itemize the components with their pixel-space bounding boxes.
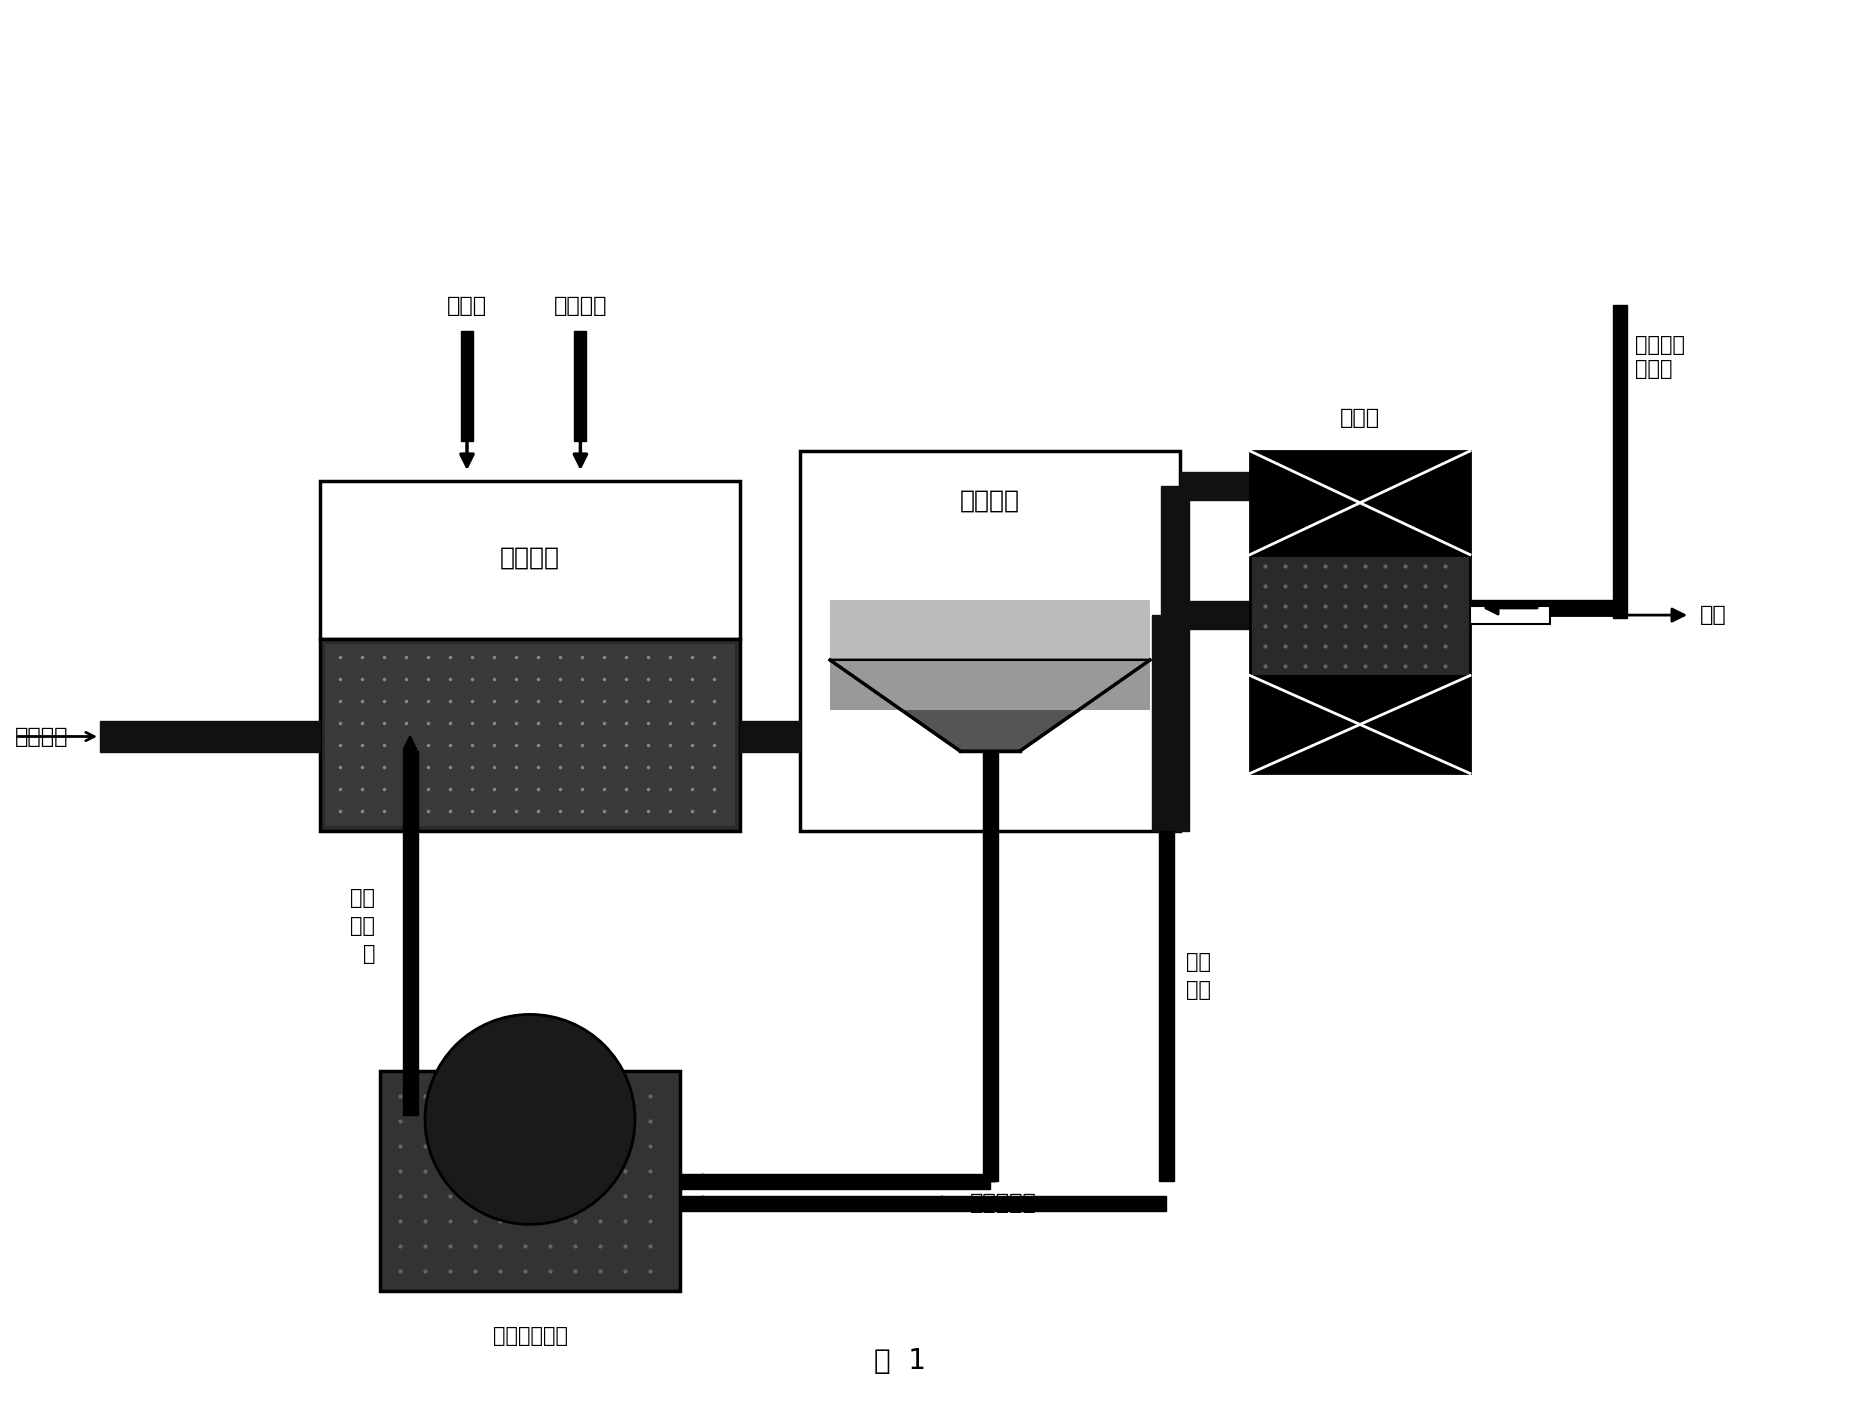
Bar xyxy=(800,452,1180,831)
Text: 回收
的磁
粉: 回收 的磁 粉 xyxy=(350,888,374,964)
Bar xyxy=(1250,452,1470,555)
Bar xyxy=(402,751,417,1115)
Polygon shape xyxy=(830,660,1150,710)
Bar xyxy=(324,643,735,825)
Bar xyxy=(1180,473,1250,499)
Bar xyxy=(100,721,320,752)
Bar xyxy=(1159,831,1174,1181)
Text: 磁过滤: 磁过滤 xyxy=(1341,408,1380,428)
Bar xyxy=(741,721,800,752)
Polygon shape xyxy=(830,660,1150,751)
Bar xyxy=(680,1174,991,1188)
Circle shape xyxy=(424,1015,635,1225)
Text: 图  1: 图 1 xyxy=(874,1348,926,1374)
Text: 净水: 净水 xyxy=(1700,605,1726,625)
Text: 工业废水: 工业废水 xyxy=(15,727,69,746)
Polygon shape xyxy=(830,600,1150,660)
Bar xyxy=(1470,601,1620,615)
Bar xyxy=(380,1071,680,1291)
Bar xyxy=(1250,676,1470,773)
Text: 反冲洗用
加压水: 反冲洗用 加压水 xyxy=(1635,334,1685,380)
Bar xyxy=(574,332,587,442)
Bar xyxy=(320,639,741,831)
Text: 磁粉回收装置: 磁粉回收装置 xyxy=(493,1326,567,1346)
Text: 投加磁种: 投加磁种 xyxy=(554,296,607,316)
Bar xyxy=(1161,485,1189,831)
Bar xyxy=(1152,615,1180,831)
Bar xyxy=(461,332,472,442)
Bar xyxy=(680,1195,1167,1211)
Text: 絮
凝
体: 絮 凝 体 xyxy=(983,765,996,837)
Bar xyxy=(1250,555,1470,676)
Bar xyxy=(1613,305,1628,618)
Text: 澄清容器: 澄清容器 xyxy=(959,490,1020,514)
Bar xyxy=(1470,607,1550,624)
Bar xyxy=(320,481,741,639)
Bar xyxy=(983,751,998,1181)
Text: 反冲
洗液: 反冲 洗液 xyxy=(1185,952,1211,1000)
Text: 混合容器: 混合容器 xyxy=(500,546,559,570)
Text: 絮凝剂: 絮凝剂 xyxy=(446,296,487,316)
Bar xyxy=(1180,601,1250,629)
Text: 污泥待处置: 污泥待处置 xyxy=(970,1192,1037,1213)
